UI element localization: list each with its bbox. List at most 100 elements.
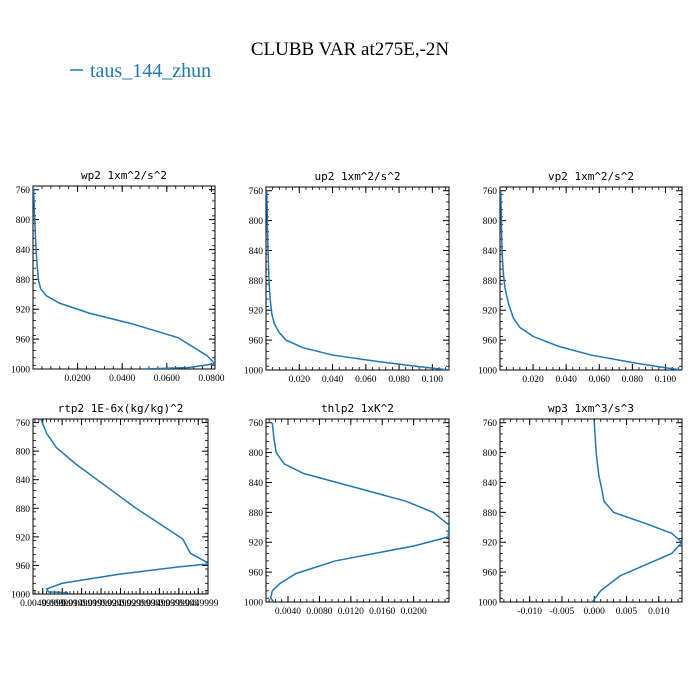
y-tick-label: 800 — [249, 217, 264, 227]
x-tick-label: 0.0299999 — [120, 599, 161, 609]
y-tick-label: 960 — [249, 569, 264, 579]
x-tick-label: 0.0149999 — [61, 599, 102, 609]
series-line-1 — [40, 419, 208, 594]
x-tick-label: 0.0200 — [65, 374, 91, 384]
y-tick-label: 760 — [483, 187, 498, 197]
y-tick-label: 840 — [16, 246, 31, 256]
y-tick-label: 1000 — [244, 599, 263, 609]
y-tick-label: 800 — [483, 449, 498, 459]
y-tick-label: 920 — [16, 533, 31, 543]
y-tick-label: 760 — [249, 419, 264, 429]
x-tick-label: 0.100 — [422, 375, 444, 385]
x-tick-label: 0.060 — [355, 375, 377, 385]
y-tick-label: 1000 — [244, 367, 263, 377]
x-tick-label: 0.0160 — [369, 607, 395, 617]
panel-title: wp3 1xm^3/s^3 — [548, 402, 634, 415]
panel-title: up2 1xm^2/s^2 — [314, 170, 400, 183]
y-tick-label: 1000 — [478, 367, 497, 377]
plot-frame — [499, 186, 683, 371]
y-tick-label: 880 — [249, 277, 264, 287]
y-tick-label: 960 — [16, 562, 31, 572]
y-tick-label: 960 — [16, 336, 31, 346]
series-line-1 — [591, 421, 682, 602]
plot-frame — [32, 418, 209, 595]
chart-grid: wp2 1xm^2/s^2 760 800 840 880 920 960 1000 0.020… — [11, 169, 683, 617]
y-tick-label: 840 — [249, 479, 264, 489]
y-tick-label: 840 — [483, 247, 498, 257]
y-tick-label: 840 — [483, 479, 498, 489]
x-tick-label: 0.080 — [622, 375, 644, 385]
x-tick-label: 0.0199999 — [81, 599, 122, 609]
y-tick-label: 920 — [249, 539, 264, 549]
figure-title: CLUBB VAR at275E,-2N — [251, 39, 450, 60]
x-tick-label: 0.0399999 — [159, 599, 200, 609]
legend-label: taus_144_zhun — [90, 60, 211, 82]
y-tick-label: 800 — [16, 448, 31, 458]
chart-panel-1: wp2 1xm^2/s^2 760 800 840 880 920 960 1000 0.020… — [11, 169, 225, 384]
y-tick-label: 880 — [16, 505, 31, 515]
y-tick-label: 960 — [249, 337, 264, 347]
panel-title: wp2 1xm^2/s^2 — [81, 169, 167, 182]
x-tick-label: 0.0349999 — [139, 599, 180, 609]
x-tick-label: 0.0249999 — [100, 599, 141, 609]
series-line-1 — [266, 190, 449, 370]
x-tick-label: -0.005 — [550, 607, 575, 617]
chart-panel-2: up2 1xm^2/s^2 760 800 840 880 920 960 1000 0.020… — [244, 170, 450, 385]
plot-frame — [32, 185, 216, 370]
x-tick-label: 0.000 — [584, 607, 606, 617]
y-tick-label: 840 — [249, 247, 264, 257]
y-tick-label: 920 — [16, 306, 31, 316]
y-tick-label: 760 — [16, 419, 31, 429]
y-tick-label: 1000 — [478, 599, 497, 609]
x-tick-label: 0.0800 — [198, 374, 224, 384]
series-line-1 — [269, 422, 449, 602]
y-tick-label: 800 — [483, 217, 498, 227]
x-tick-label: 0.0120 — [338, 607, 364, 617]
chart-panel-6: wp3 1xm^3/s^3 760 800 840 880 920 960 1000 -0.01… — [478, 402, 683, 617]
y-tick-label: 1000 — [11, 591, 30, 601]
x-tick-label: 0.00499999 — [20, 599, 65, 609]
y-tick-label: 880 — [16, 276, 31, 286]
series-line-1 — [33, 188, 215, 369]
figure-legend: taus_144_zhun — [70, 60, 211, 82]
y-tick-label: 880 — [249, 509, 264, 519]
y-tick-label: 960 — [483, 569, 498, 579]
y-tick-label: 760 — [249, 187, 264, 197]
y-tick-label: 920 — [249, 307, 264, 317]
x-tick-label: 0.0080 — [306, 607, 332, 617]
y-tick-label: 760 — [483, 419, 498, 429]
panel-title: thlp2 1xK^2 — [321, 402, 394, 415]
x-tick-label: 0.040 — [322, 375, 344, 385]
y-tick-label: 800 — [249, 449, 264, 459]
panel-title: rtp2 1E-6x(kg/kg)^2 — [58, 402, 184, 415]
x-tick-label: 0.0200 — [401, 607, 427, 617]
chart-panel-5: thlp2 1xK^2 760 800 840 880 920 960 1000 0.0040 0… — [244, 402, 450, 617]
plot-frame — [265, 186, 450, 371]
y-tick-label: 840 — [16, 476, 31, 486]
x-tick-label: 0.0449999 — [178, 599, 219, 609]
y-tick-label: 960 — [483, 337, 498, 347]
x-tick-label: 0.020 — [289, 375, 311, 385]
y-tick-label: 1000 — [11, 366, 30, 376]
x-tick-label: 0.040 — [555, 375, 577, 385]
x-tick-label: 0.100 — [655, 375, 677, 385]
x-tick-label: 0.0099999 — [42, 599, 83, 609]
x-tick-label: -0.010 — [517, 607, 542, 617]
chart-panel-3: vp2 1xm^2/s^2 760 800 840 880 920 960 1000 0.020… — [478, 170, 683, 385]
y-tick-label: 880 — [483, 509, 498, 519]
x-tick-label: 0.005 — [616, 607, 638, 617]
x-tick-label: 0.0400 — [109, 374, 135, 384]
panel-title: vp2 1xm^2/s^2 — [548, 170, 634, 183]
x-tick-label: 0.060 — [589, 375, 611, 385]
chart-panel-4: rtp2 1E-6x(kg/kg)^2 760 800 840 880 920 960 100… — [11, 402, 219, 609]
y-tick-label: 880 — [483, 277, 498, 287]
x-tick-label: 0.080 — [388, 375, 410, 385]
y-tick-label: 920 — [483, 539, 498, 549]
x-tick-label: 0.020 — [522, 375, 544, 385]
y-tick-label: 760 — [16, 186, 31, 196]
y-tick-label: 800 — [16, 216, 31, 226]
series-line-1 — [500, 190, 682, 370]
x-tick-label: 0.0600 — [154, 374, 180, 384]
plot-frame — [499, 418, 683, 603]
